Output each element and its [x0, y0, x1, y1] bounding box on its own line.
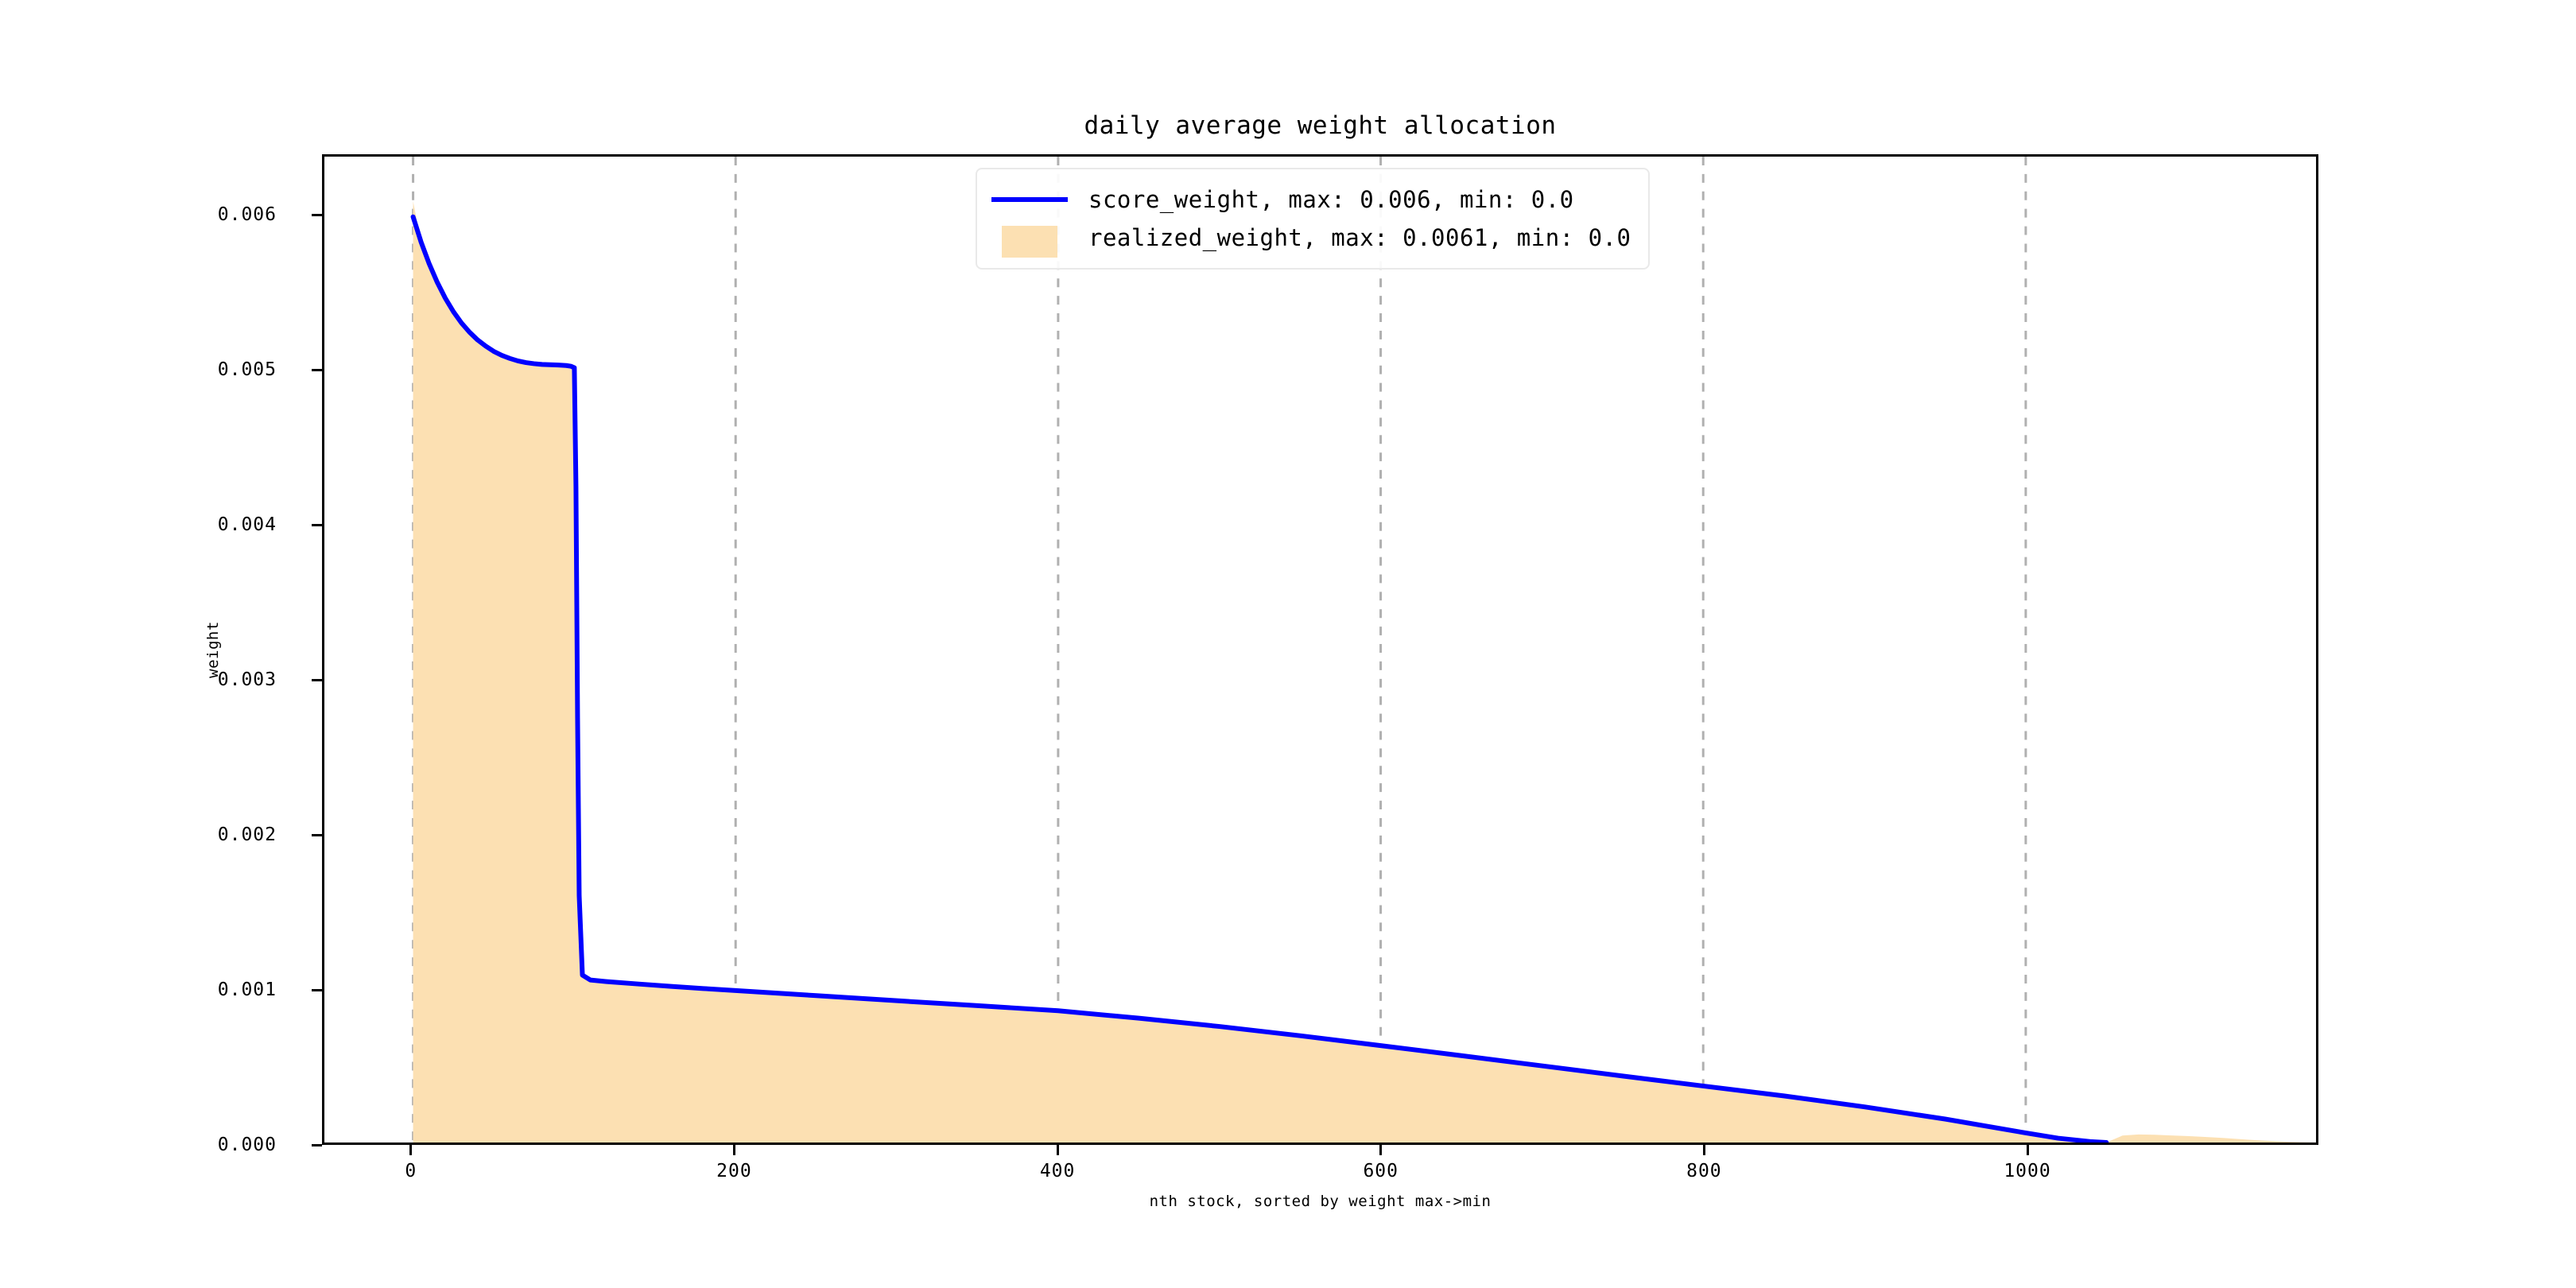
y-tick-mark-0.004: [312, 523, 322, 526]
gridlines: [412, 157, 2027, 1143]
realized-weight-area: [413, 201, 2316, 1143]
legend-entry-realized-weight[interactable]: realized_weight, max: 0.0061, min: 0.0: [991, 219, 1631, 258]
line-swatch-blue-icon: [991, 187, 1068, 212]
legend-entry-score-weight[interactable]: score_weight, max: 0.006, min: 0.0: [991, 180, 1631, 219]
y-tick-label-0.005: 0.005: [217, 359, 277, 381]
x-tick-mark-600: [1379, 1145, 1383, 1155]
x-tick-label-1000: 1000: [2004, 1161, 2051, 1181]
plot-svg: [410, 157, 2316, 1143]
x-tick-mark-400: [1056, 1145, 1059, 1155]
y-tick-mark-0.002: [312, 833, 322, 836]
y-tick-label-0.004: 0.004: [217, 514, 277, 536]
area-path-realized-weight: [413, 201, 2316, 1143]
x-tick-label-800: 800: [1686, 1161, 1722, 1181]
page-title: daily average weight allocation: [1084, 111, 1557, 140]
plot-area: [322, 154, 2318, 1145]
y-tick-mark-0.003: [312, 678, 322, 681]
y-tick-label-0.006: 0.006: [217, 204, 277, 226]
x-axis-title: nth stock, sorted by weight max->min: [1149, 1193, 1492, 1210]
y-tick-mark-0.000: [312, 1143, 322, 1146]
y-axis-title: weight: [204, 621, 222, 678]
x-tick-mark-800: [1702, 1145, 1705, 1155]
y-tick-label-0.002: 0.002: [217, 824, 277, 846]
x-tick-mark-200: [732, 1145, 735, 1155]
patch-swatch-orange-icon: [1002, 225, 1057, 258]
score-weight-line: [410, 214, 2109, 1143]
x-tick-label-600: 600: [1363, 1161, 1399, 1181]
x-tick-label-0: 0: [405, 1161, 417, 1181]
y-tick-mark-0.006: [312, 213, 322, 216]
line-path-score-weight: [410, 214, 2109, 1143]
x-tick-label-400: 400: [1039, 1161, 1076, 1181]
y-axis-tick-labels: 0.000 0.001 0.002 0.003 0.004 0.005 0.006: [0, 0, 322, 1288]
chart-legend[interactable]: score_weight, max: 0.006, min: 0.0 reali…: [976, 168, 1651, 270]
legend-label-realized-weight: realized_weight, max: 0.0061, min: 0.0: [1088, 224, 1631, 251]
x-tick-label-200: 200: [716, 1161, 752, 1181]
y-tick-label-0.001: 0.001: [217, 980, 277, 1000]
x-tick-mark-0: [409, 1145, 413, 1155]
y-tick-mark-0.005: [312, 368, 322, 371]
y-tick-mark-0.001: [312, 988, 322, 991]
y-tick-label-0.003: 0.003: [217, 669, 277, 691]
x-tick-mark-1000: [2026, 1145, 2029, 1155]
y-tick-label-0.000: 0.000: [217, 1135, 277, 1155]
legend-label-score-weight: score_weight, max: 0.006, min: 0.0: [1088, 186, 1574, 213]
